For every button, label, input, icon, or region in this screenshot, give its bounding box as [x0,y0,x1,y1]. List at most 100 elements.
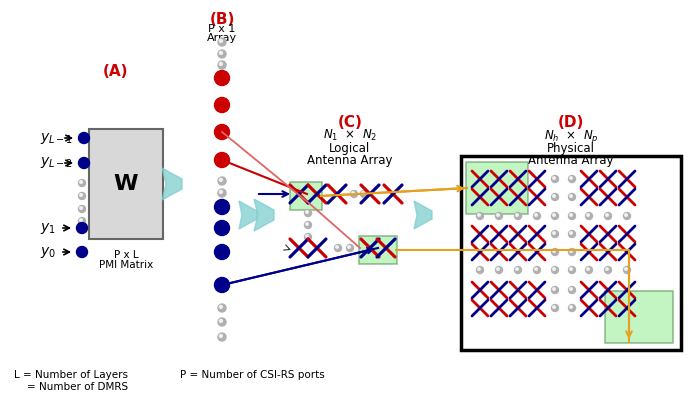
FancyBboxPatch shape [461,156,681,350]
Circle shape [77,247,88,258]
Circle shape [79,219,82,222]
Circle shape [535,214,538,216]
Circle shape [570,195,572,197]
Circle shape [219,178,222,181]
Circle shape [553,268,555,270]
Circle shape [215,278,230,293]
Circle shape [570,268,572,270]
Circle shape [219,305,222,308]
Circle shape [586,214,589,216]
Circle shape [553,306,555,308]
Circle shape [569,249,575,256]
Text: $y_{L-1}$: $y_{L-1}$ [40,131,73,145]
Circle shape [551,193,558,200]
Circle shape [570,232,572,234]
Circle shape [624,214,627,216]
Circle shape [551,304,558,312]
FancyBboxPatch shape [466,162,528,214]
Circle shape [569,266,575,274]
FancyBboxPatch shape [89,129,163,239]
Circle shape [551,231,558,237]
Circle shape [604,212,611,220]
Polygon shape [254,199,274,231]
Circle shape [219,334,222,337]
Text: P = Number of CSI-RS ports: P = Number of CSI-RS ports [180,370,325,380]
Circle shape [569,287,575,293]
Circle shape [79,181,82,183]
Circle shape [553,214,555,216]
Text: $y_0$: $y_0$ [40,245,56,260]
Circle shape [569,175,575,183]
Circle shape [218,177,226,185]
Circle shape [624,266,631,274]
Circle shape [553,232,555,234]
Circle shape [515,266,522,274]
Circle shape [569,231,575,237]
Circle shape [79,133,90,143]
Text: Array: Array [207,33,237,43]
Circle shape [570,177,572,179]
Circle shape [218,304,226,312]
Text: Physical: Physical [547,142,595,155]
Circle shape [218,189,226,197]
Text: $y_1$: $y_1$ [40,220,56,235]
Circle shape [569,193,575,200]
Circle shape [553,195,555,197]
Circle shape [551,287,558,293]
Circle shape [533,266,540,274]
Circle shape [304,210,311,216]
Circle shape [215,71,230,85]
Circle shape [218,61,226,69]
Circle shape [533,212,540,220]
Circle shape [219,51,222,54]
Circle shape [515,268,518,270]
Circle shape [569,304,575,312]
Circle shape [215,152,230,168]
Circle shape [570,250,572,252]
Circle shape [551,175,558,183]
Text: L = Number of Layers: L = Number of Layers [14,370,128,380]
Circle shape [515,212,522,220]
Polygon shape [162,168,182,200]
Circle shape [79,158,90,168]
Text: Antenna Array: Antenna Array [529,154,613,167]
Circle shape [606,268,609,270]
Circle shape [477,212,484,220]
Circle shape [604,266,611,274]
Circle shape [535,268,538,270]
Circle shape [569,212,575,220]
Polygon shape [239,201,257,229]
Circle shape [570,306,572,308]
Circle shape [360,191,368,197]
Circle shape [497,268,500,270]
Text: = Number of DMRS: = Number of DMRS [14,382,128,392]
Circle shape [306,223,308,225]
Text: W: W [114,174,138,194]
Circle shape [477,266,484,274]
Circle shape [551,212,558,220]
Text: $N_1$  $\times$  $N_2$: $N_1$ $\times$ $N_2$ [323,128,377,143]
Circle shape [606,214,609,216]
Circle shape [219,190,222,193]
Circle shape [306,235,308,237]
Circle shape [346,245,353,252]
Circle shape [586,268,589,270]
Circle shape [306,211,308,213]
Circle shape [304,222,311,229]
Circle shape [586,212,593,220]
Circle shape [624,268,627,270]
Circle shape [218,333,226,341]
Circle shape [79,193,86,200]
Circle shape [551,266,558,274]
Polygon shape [414,201,432,229]
Text: Logical: Logical [329,142,371,155]
Circle shape [79,218,86,224]
FancyBboxPatch shape [290,182,322,210]
Circle shape [219,39,222,42]
Text: (A): (A) [102,64,128,79]
Circle shape [553,288,555,290]
Circle shape [624,212,631,220]
Circle shape [218,38,226,46]
Circle shape [495,266,502,274]
Circle shape [77,222,88,233]
